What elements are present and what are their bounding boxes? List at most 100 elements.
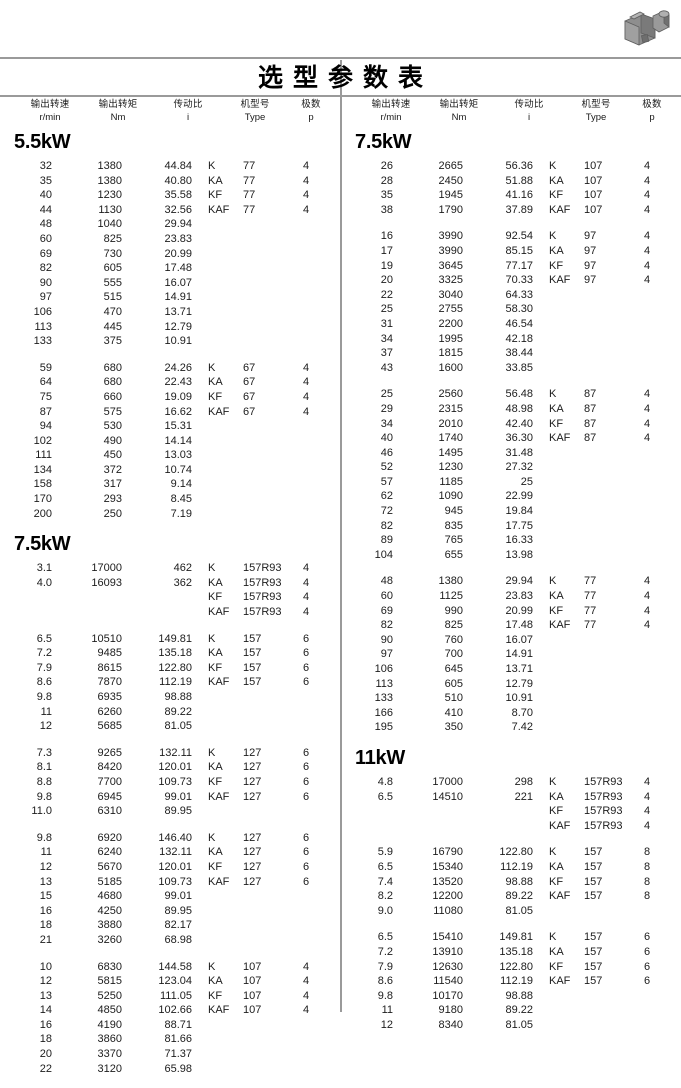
table-row: 31 2200 46.54 <box>341 317 681 332</box>
cell-output-speed: 13 <box>39 875 52 888</box>
cell-output-speed: 13 <box>39 989 52 1002</box>
cell-poles: 4 <box>643 189 651 202</box>
cell-output-speed: 8.2 <box>377 890 393 903</box>
table-row: 104 655 13.98 <box>341 548 681 563</box>
table-row: 12 5670 120.01 KF 127 6 <box>0 860 340 875</box>
cell-ratio: 14.91 <box>505 648 533 661</box>
header-ratio-cn: 传动比 <box>173 99 203 110</box>
table-row: 8.8 7700 109.73 KF 127 6 <box>0 775 340 790</box>
table-row: 133 510 10.91 <box>341 691 681 706</box>
table-row: 32 1380 44.84 K 77 4 <box>0 159 340 174</box>
cell-type: KA <box>208 975 223 988</box>
cell-output-torque: 945 <box>444 505 463 518</box>
cell-ratio: 58.30 <box>505 303 533 316</box>
table-row: 62 1090 22.99 <box>341 489 681 504</box>
table-row: 19 3645 77.17 KF 97 4 <box>341 259 681 274</box>
cell-type: KAF <box>549 819 571 832</box>
cell-model-size: 157 <box>243 661 262 674</box>
cell-output-speed: 18 <box>39 1033 52 1046</box>
cell-output-speed: 22 <box>39 1062 52 1075</box>
table-row: 22 3120 65.98 <box>0 1062 340 1077</box>
cell-output-speed: 14 <box>39 1004 52 1017</box>
cell-ratio: 65.98 <box>164 1062 192 1075</box>
cell-output-speed: 4.8 <box>377 775 393 788</box>
cell-output-torque: 1600 <box>438 361 463 374</box>
table-row: 43 1600 33.85 <box>341 361 681 376</box>
header-output-torque: 输出转矩 Nm <box>419 98 499 124</box>
cell-output-torque: 655 <box>444 548 463 561</box>
cell-ratio: 40.80 <box>164 174 192 187</box>
table-row: 15 4680 99.01 <box>0 889 340 904</box>
cell-type: K <box>208 632 216 645</box>
cell-type: K <box>208 960 216 973</box>
cell-output-torque: 450 <box>103 449 122 462</box>
cell-model-size: 87 <box>584 402 597 415</box>
cell-type: KF <box>208 989 223 1002</box>
model-block: 59 680 24.26 K 67 4 64 680 22.43 KA 67 4 75 660 19.09 K… <box>0 361 340 522</box>
column-headers-left: 输出转速 r/min 输出转矩 Nm 传动比 i 机型号 Type 极数 p <box>0 98 340 128</box>
cell-output-torque: 9485 <box>97 647 122 660</box>
cell-output-torque: 5685 <box>97 720 122 733</box>
cell-output-speed: 64 <box>39 376 52 389</box>
cell-output-torque: 1125 <box>439 590 463 603</box>
cell-output-speed: 16 <box>39 1018 52 1031</box>
cell-output-speed: 89 <box>380 534 393 547</box>
table-row: 8.6 7870 112.19 KAF 157 6 <box>0 675 340 690</box>
cell-type: KA <box>549 244 564 257</box>
cell-ratio: 12.79 <box>164 320 192 333</box>
cell-type: K <box>549 388 557 401</box>
header-poles-cn: 极数 <box>301 99 321 110</box>
cell-poles: 4 <box>643 244 651 257</box>
cell-type: KAF <box>549 432 571 445</box>
cell-poles: 6 <box>643 931 651 944</box>
table-row: 75 660 19.09 KF 67 4 <box>0 390 340 405</box>
cell-type: K <box>208 562 216 575</box>
cell-output-torque: 660 <box>103 390 122 403</box>
cell-output-speed: 7.3 <box>36 746 52 759</box>
cell-output-torque: 13520 <box>432 875 463 888</box>
cell-output-torque: 11080 <box>433 904 463 917</box>
cell-type: KA <box>208 174 223 187</box>
header-output-speed-cn: 输出转速 <box>30 99 70 110</box>
cell-ratio: 42.40 <box>505 417 533 430</box>
cell-ratio: 19.84 <box>505 505 533 518</box>
cell-poles: 4 <box>302 989 310 1002</box>
cell-model-size: 127 <box>243 875 262 888</box>
cell-output-torque: 10170 <box>432 989 463 1002</box>
table-row: 6.5 14510 221 KA 157R93 4 <box>341 790 681 805</box>
cell-output-speed: 8.8 <box>36 775 52 788</box>
cell-output-torque: 14510 <box>432 790 463 803</box>
cell-output-torque: 4850 <box>97 1004 122 1017</box>
header-type-en: Type <box>585 112 607 123</box>
table-row: 6.5 15410 149.81 K 157 6 <box>341 930 681 945</box>
cell-poles: 4 <box>302 606 310 619</box>
cell-model-size: 77 <box>243 189 256 202</box>
table-row: 7.3 9265 132.11 K 127 6 <box>0 746 340 761</box>
cell-ratio: 362 <box>173 576 192 589</box>
cell-output-torque: 515 <box>103 291 122 304</box>
header-ratio-symbol: i <box>527 112 531 123</box>
table-row: 9.8 6945 99.01 KAF 127 6 <box>0 790 340 805</box>
cell-output-torque: 15410 <box>432 931 463 944</box>
cell-model-size: 157R93 <box>243 562 282 575</box>
cell-ratio: 29.94 <box>164 218 192 231</box>
table-row: 5.9 16790 122.80 K 157 8 <box>341 845 681 860</box>
cell-output-speed: 15 <box>39 890 52 903</box>
table-row: KF 157R93 4 <box>0 590 340 605</box>
table-row: KAF 157R93 4 <box>341 819 681 834</box>
cell-type: KF <box>208 661 223 674</box>
cell-ratio: 16.62 <box>164 405 192 418</box>
cell-ratio: 88.71 <box>164 1018 192 1031</box>
cell-ratio: 42.18 <box>505 332 533 345</box>
table-column-left: 5.5kW 32 1380 44.84 K 77 4 35 1380 40.80 KA 77 4 40 12… <box>0 131 340 1088</box>
cell-type: KA <box>208 846 223 859</box>
cell-output-speed: 113 <box>375 677 393 690</box>
cell-ratio: 112.19 <box>159 676 192 689</box>
table-row: 90 760 16.07 <box>341 633 681 648</box>
cell-type: KAF <box>549 890 571 903</box>
cell-ratio: 132.11 <box>159 746 192 759</box>
table-row: 6.5 10510 149.81 K 157 6 <box>0 632 340 647</box>
cell-poles: 6 <box>302 875 310 888</box>
cell-output-speed: 69 <box>39 247 52 260</box>
cell-ratio: 16.07 <box>505 633 533 646</box>
